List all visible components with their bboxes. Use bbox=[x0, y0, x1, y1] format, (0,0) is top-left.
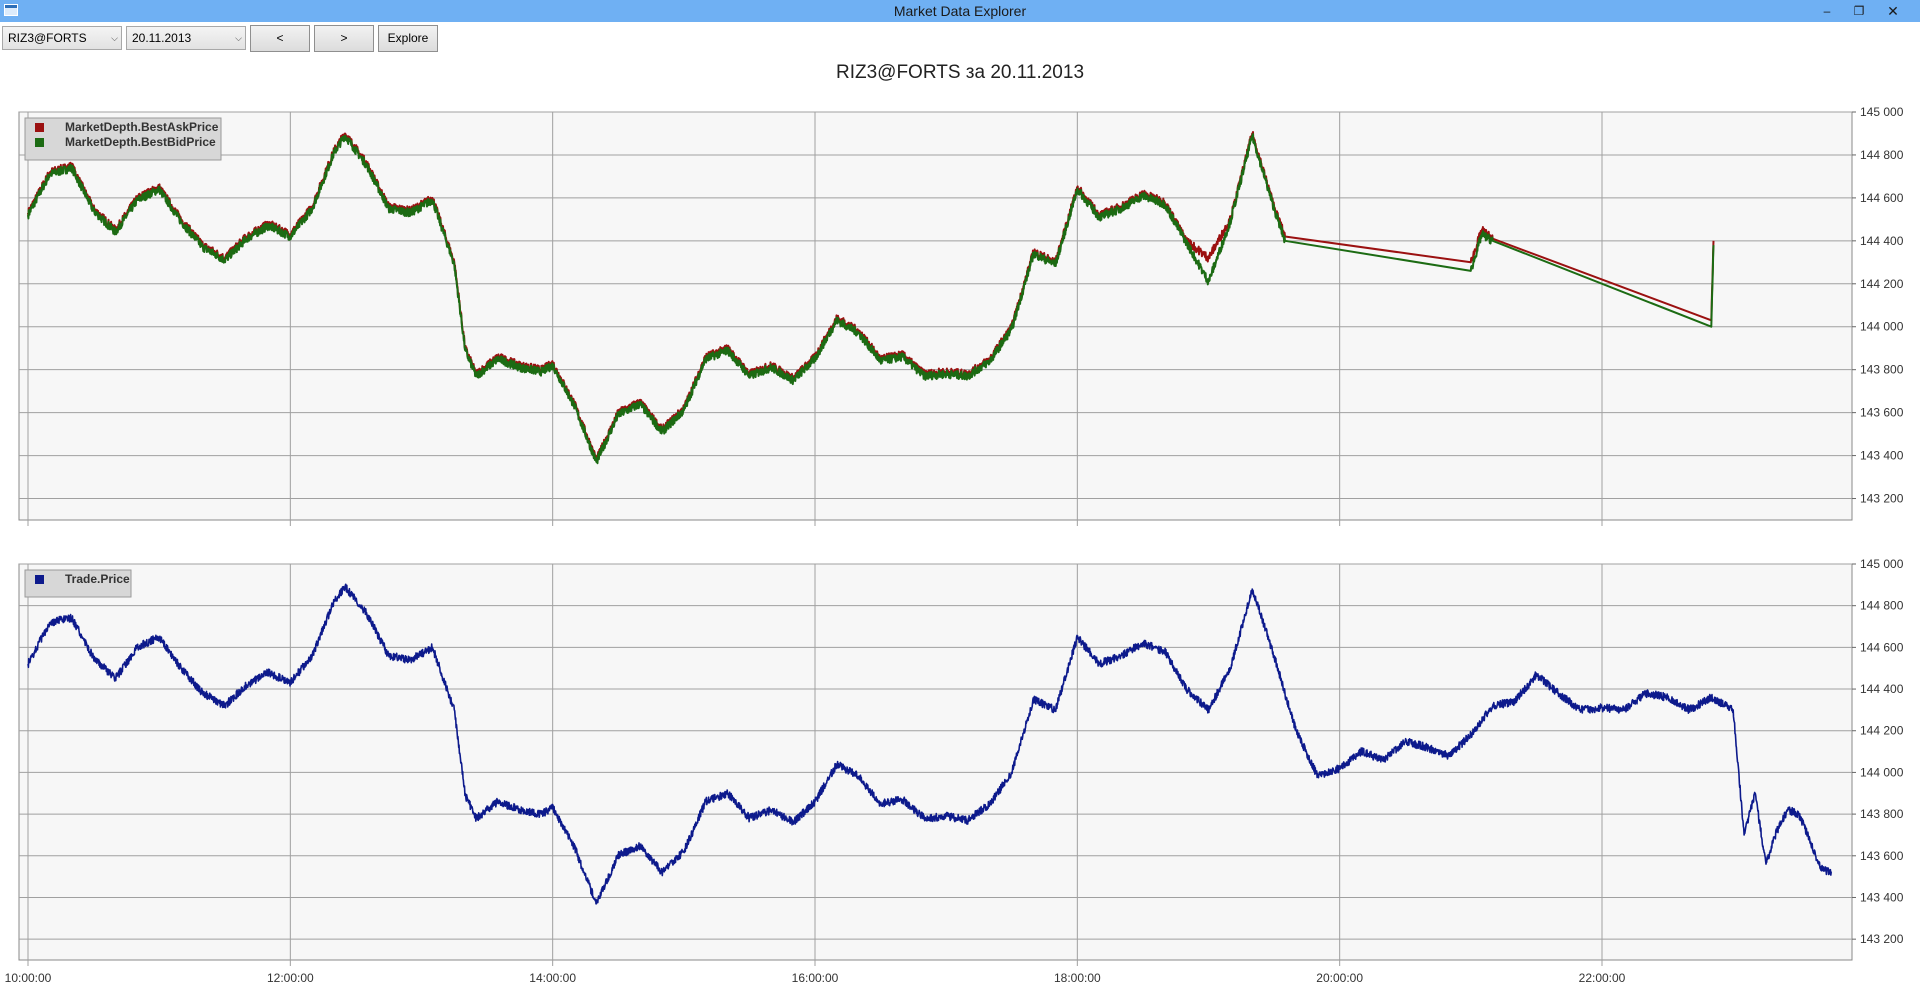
prev-button[interactable]: < bbox=[250, 25, 310, 52]
y-tick-label: 145 000 bbox=[1860, 105, 1904, 119]
plot-area bbox=[18, 563, 1853, 961]
y-tick-label: 144 800 bbox=[1860, 599, 1904, 613]
y-tick-label: 144 000 bbox=[1860, 765, 1904, 779]
chart-panel-2: 145 000 144 800 144 600 144 400 144 200 144 0… bbox=[5, 557, 1904, 985]
title-bar: Market Data Explorer – ❐ ✕ bbox=[0, 0, 1920, 22]
minimize-icon[interactable]: – bbox=[1823, 4, 1831, 18]
legend-box bbox=[24, 117, 222, 161]
x-tick-label: 10:00:00 bbox=[5, 971, 52, 985]
y-tick-label: 143 800 bbox=[1860, 363, 1904, 377]
y-tick-label: 144 400 bbox=[1860, 682, 1904, 696]
x-tick-label: 14:00:00 bbox=[529, 971, 576, 985]
y-tick-label: 143 200 bbox=[1860, 492, 1904, 506]
y-tick-label: 143 400 bbox=[1860, 890, 1904, 904]
y-tick-label: 144 200 bbox=[1860, 277, 1904, 291]
security-select[interactable]: RIZ3@FORTS ⌵ bbox=[2, 26, 122, 50]
y-tick-label: 144 600 bbox=[1860, 191, 1904, 205]
legend-label: Trade.Price bbox=[65, 572, 130, 586]
explore-button[interactable]: Explore bbox=[378, 25, 438, 52]
legend-swatch bbox=[35, 123, 44, 132]
x-tick-label: 12:00:00 bbox=[267, 971, 314, 985]
y-tick-label: 143 400 bbox=[1860, 449, 1904, 463]
next-button[interactable]: > bbox=[314, 25, 374, 52]
date-value: 20.11.2013 bbox=[132, 31, 192, 45]
y-tick-label: 144 400 bbox=[1860, 234, 1904, 248]
chevron-down-icon: ⌵ bbox=[111, 33, 118, 43]
x-tick-label: 18:00:00 bbox=[1054, 971, 1101, 985]
chart-panel-1: 145 000 144 800 144 600 144 400 144 200 144 0… bbox=[18, 105, 1904, 526]
chart-title: RIZ3@FORTS за 20.11.2013 bbox=[835, 62, 1085, 83]
y-tick-label: 143 200 bbox=[1860, 932, 1904, 946]
x-tick-label: 20:00:00 bbox=[1316, 971, 1363, 985]
security-value: RIZ3@FORTS bbox=[8, 31, 87, 45]
legend-swatch bbox=[35, 575, 44, 584]
legend-label: MarketDepth.BestBidPrice bbox=[65, 135, 216, 149]
legend-swatch bbox=[35, 138, 44, 147]
plot-area bbox=[18, 111, 1853, 521]
x-tick-label: 16:00:00 bbox=[792, 971, 839, 985]
chevron-down-icon: ⌵ bbox=[235, 33, 242, 43]
y-tick-label: 144 200 bbox=[1860, 724, 1904, 738]
y-tick-label: 143 800 bbox=[1860, 807, 1904, 821]
y-tick-label: 143 600 bbox=[1860, 406, 1904, 420]
x-tick-label: 22:00:00 bbox=[1579, 971, 1626, 985]
y-tick-label: 144 000 bbox=[1860, 320, 1904, 334]
app-window-icon bbox=[4, 4, 18, 16]
y-tick-label: 143 600 bbox=[1860, 849, 1904, 863]
window-title: Market Data Explorer bbox=[893, 3, 1027, 19]
legend-label: MarketDepth.BestAskPrice bbox=[65, 120, 219, 134]
y-tick-label: 145 000 bbox=[1860, 557, 1904, 571]
close-icon[interactable]: ✕ bbox=[1887, 3, 1899, 19]
toolbar: RIZ3@FORTS ⌵ 20.11.2013 ⌵ < > Explore bbox=[0, 22, 1920, 58]
legend: Trade.Price bbox=[24, 569, 132, 598]
series-line-trade-price bbox=[27, 583, 1833, 905]
date-select[interactable]: 20.11.2013 ⌵ bbox=[126, 26, 246, 50]
y-tick-label: 144 800 bbox=[1860, 148, 1904, 162]
restore-icon[interactable]: ❐ bbox=[1853, 4, 1865, 18]
series-line-marketdepth-bestbidprice bbox=[27, 133, 1715, 465]
y-tick-label: 144 600 bbox=[1860, 640, 1904, 654]
legend: MarketDepth.BestAskPriceMarketDepth.Best… bbox=[24, 117, 222, 161]
